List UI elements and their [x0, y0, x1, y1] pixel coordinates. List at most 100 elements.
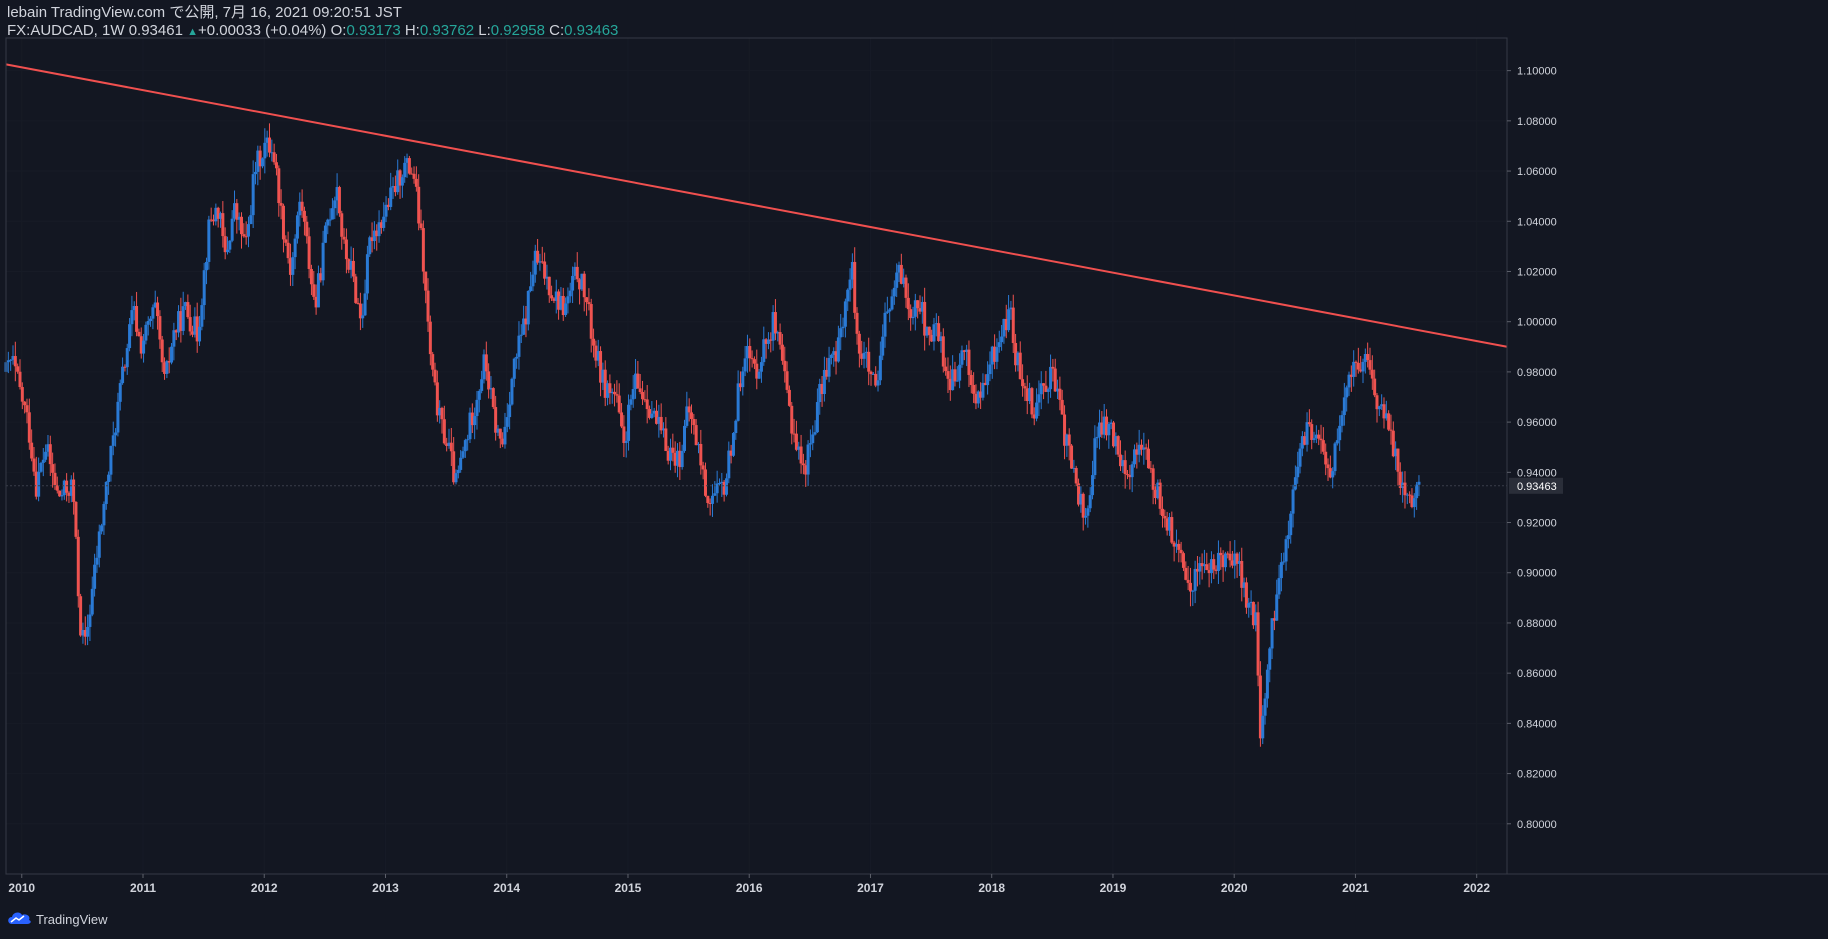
footer-brand[interactable]: TradingView — [6, 910, 108, 929]
candle-down — [655, 410, 659, 424]
candle-down — [874, 373, 878, 386]
candle-up — [897, 264, 901, 273]
candle-down — [1100, 422, 1104, 435]
candle-down — [645, 399, 649, 410]
candle-down — [869, 371, 873, 375]
candle-up — [878, 355, 882, 381]
candle-up — [1415, 484, 1419, 499]
candle-down — [344, 239, 348, 260]
candle-up — [316, 273, 320, 308]
candle-up — [515, 356, 519, 359]
candle-down — [76, 536, 80, 597]
candle-down — [617, 395, 621, 413]
candle-up — [1282, 561, 1286, 563]
candle-down — [1018, 352, 1022, 380]
candle-up — [1121, 460, 1125, 467]
candle-down — [1221, 555, 1225, 568]
chart-header: lebain TradingView.com で公開, 7月 16, 2021 … — [7, 4, 618, 41]
candle-up — [876, 380, 880, 386]
candle-down — [1219, 552, 1223, 556]
pane-border — [5, 37, 1828, 875]
candle-up — [1028, 388, 1032, 402]
candle-up — [1352, 361, 1356, 377]
candle-up — [482, 354, 486, 380]
last-price-label: 0.93463 — [1517, 481, 1557, 493]
candles — [4, 123, 1421, 747]
candle-down — [1060, 399, 1064, 415]
candle-up — [512, 358, 516, 379]
candle-down — [937, 323, 941, 342]
candle-up — [829, 354, 833, 358]
candle-up — [1335, 440, 1339, 444]
y-tick-label: 0.80000 — [1517, 819, 1557, 831]
candle-up — [568, 290, 572, 297]
candle-down — [972, 384, 976, 394]
candle-down — [195, 316, 199, 342]
candle-up — [1261, 715, 1265, 739]
candle-up — [1216, 552, 1220, 571]
candle-down — [1074, 467, 1078, 484]
candle-up — [888, 309, 892, 312]
candle-up — [685, 406, 689, 426]
candle-down — [244, 236, 248, 238]
candle-up — [596, 351, 600, 361]
candle-up — [995, 347, 999, 362]
candle-down — [375, 230, 379, 237]
candle-down — [1184, 567, 1188, 580]
candle-down — [1123, 460, 1127, 475]
candle-down — [32, 458, 36, 472]
candle-up — [1167, 517, 1171, 531]
candle-down — [1112, 422, 1116, 447]
trendline[interactable] — [5, 63, 1508, 348]
candle-down — [1063, 414, 1067, 446]
time-axis[interactable]: 2010 2011 2012 2013 2014 2015 2016 2017 2018 2019… — [8, 874, 1490, 895]
candle-up — [1247, 603, 1251, 608]
price-axis[interactable]: 0.80000 0.82000 0.84000 0.86000 0.88000 0.900… — [1507, 66, 1557, 831]
candle-up — [776, 332, 780, 334]
candle-up — [118, 383, 122, 402]
candle-down — [412, 173, 416, 179]
candle-down — [305, 221, 309, 237]
candle-down — [1116, 436, 1120, 455]
last-price-badge: 0.93463 — [1509, 477, 1563, 494]
candle-down — [1370, 369, 1374, 379]
symbol-interval[interactable]: FX:AUDCAD, 1W — [7, 22, 125, 39]
candle-up — [850, 261, 854, 280]
candle-down — [694, 425, 698, 446]
candle-down — [1354, 361, 1358, 363]
candle-down — [398, 170, 402, 186]
candle-up — [121, 366, 125, 384]
candle-down — [1240, 560, 1244, 588]
candle-down — [435, 382, 439, 416]
candle-down — [946, 371, 950, 379]
candle-up — [149, 318, 153, 322]
candle-down — [1021, 379, 1025, 387]
y-tick-label: 0.92000 — [1517, 518, 1557, 530]
candle-down — [79, 596, 83, 636]
candle-down — [1366, 354, 1370, 361]
candle-down — [484, 354, 488, 372]
candle-down — [706, 495, 710, 503]
candle-up — [580, 273, 584, 290]
candle-down — [1359, 369, 1363, 372]
candle-up — [573, 266, 577, 276]
candle-up — [459, 457, 463, 470]
candle-up — [1086, 508, 1090, 516]
candle-down — [1324, 451, 1328, 465]
candle-up — [958, 364, 962, 381]
candle-up — [125, 348, 129, 368]
candle-down — [30, 442, 34, 459]
candle-up — [822, 369, 826, 395]
candle-down — [221, 213, 225, 237]
candle-down — [1153, 489, 1157, 499]
candle-up — [170, 346, 174, 363]
candle-up — [480, 379, 484, 391]
candle-up — [219, 213, 223, 219]
candle-down — [790, 405, 794, 434]
candle-down — [689, 412, 693, 420]
candle-down — [449, 442, 453, 452]
candle-down — [300, 201, 304, 211]
candle-down — [27, 412, 31, 443]
candle-down — [212, 219, 216, 222]
